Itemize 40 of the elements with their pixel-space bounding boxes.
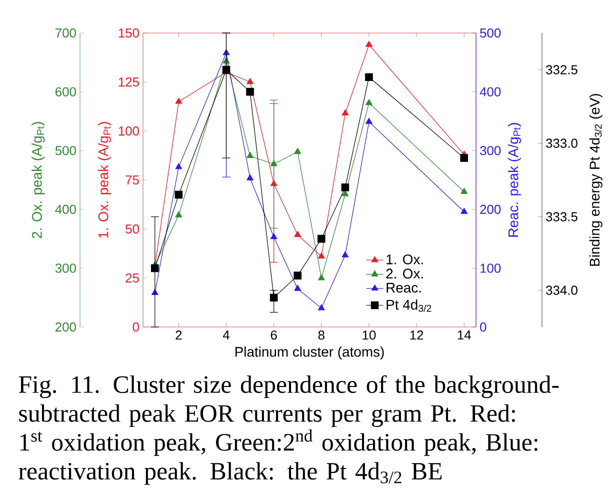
y-tick-label: 75 — [126, 175, 139, 185]
y-tick-label: 333.0 — [546, 138, 578, 148]
y3-tick-label: 300 — [55, 264, 76, 273]
y-tick-label: 0 — [132, 322, 139, 332]
y-tick-label: 334.0 — [546, 286, 578, 295]
y-tick-label: 333.5 — [546, 212, 578, 222]
y-axis-title: Binding energy Pt 4d$_{3/2}$ (eV) — [589, 94, 602, 266]
y3-tick-label: 700 — [56, 28, 76, 38]
y-axis-title: 1. Ox. peak (A/g$_{Pt}$) — [98, 122, 112, 238]
x-tick-label: 10 — [362, 330, 376, 340]
text: Fig. 11. Cluster size dependence of the background-subtracted peak EOR currents per gram Pt. Red: 1$^{st}$ oxidation peak, Green:2$^{nd}$ oxidation peak, Blue: reactivation peak. Black: the Pt 4d$_{3/2}$ BE — [18, 375, 559, 485]
legend-label: Reac. — [386, 282, 421, 293]
y2-tick-label: 200 — [480, 204, 501, 214]
y-tick-label: 125 — [118, 77, 139, 87]
y2-tick-label: 100 — [480, 264, 501, 273]
y-tick-label: 25 — [126, 273, 139, 283]
y2-tick-label: 0 — [480, 322, 486, 332]
x-tick-label: 12 — [410, 330, 424, 340]
y3-tick-label: 500 — [55, 146, 76, 156]
y2-tick-label: 300 — [480, 146, 501, 156]
x-tick-label: 8 — [318, 330, 324, 340]
y3-axis-title: 2. Ox. peak (A/g$_{Pt}$) — [32, 122, 45, 238]
y3-tick-label: 400 — [55, 204, 76, 214]
y3-tick-label: 200 — [56, 322, 76, 332]
y-tick-label: 50 — [126, 224, 139, 234]
x-tick-label: 4 — [222, 330, 230, 340]
y2-tick-label: 400 — [480, 87, 501, 96]
x-axis-title: Platinum cluster (atoms) — [235, 346, 384, 360]
y3-tick-label: 600 — [56, 87, 76, 96]
y-tick-label: 332.5 — [546, 65, 578, 74]
y2-tick-label: 500 — [480, 28, 501, 38]
x-tick-label: 6 — [270, 330, 277, 340]
legend-label: Pt 4d$_{3/2}$ — [386, 299, 432, 312]
legend-label: 2. Ox. — [386, 268, 423, 279]
legend-label: 1. Ox. — [386, 254, 423, 264]
x-tick-label: 2 — [176, 330, 182, 340]
y2-axis-title: Reac. peak (A/g$_{Pt}$) — [508, 123, 521, 237]
y-tick-label: 150 — [118, 28, 139, 38]
x-tick-label: 14 — [458, 330, 471, 340]
y-tick-label: 100 — [118, 126, 139, 136]
